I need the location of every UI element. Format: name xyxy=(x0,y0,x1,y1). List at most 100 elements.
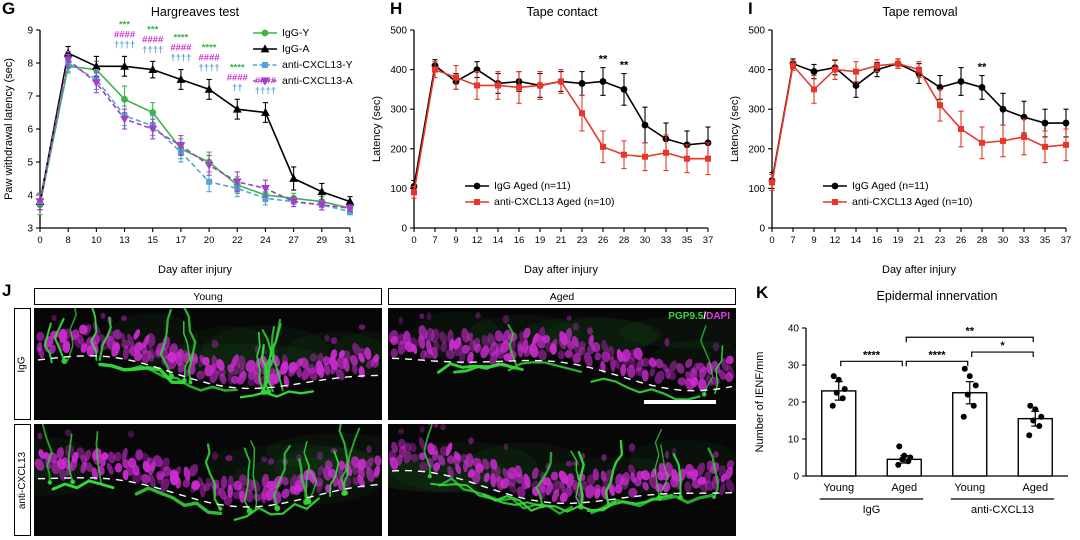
anti-cxcl13-aged-marker-icon xyxy=(465,198,489,205)
svg-text:200: 200 xyxy=(748,144,765,155)
svg-text:8: 8 xyxy=(27,59,33,70)
legend-item-anti-cxcl13-aged: anti-CXCL13 Aged (n=10) xyxy=(822,194,973,209)
tape-removal-legend: IgG Aged (n=11) anti-CXCL13 Aged (n=10) xyxy=(822,178,973,209)
anti-cxcl13-a-marker-icon xyxy=(253,77,277,86)
svg-text:24: 24 xyxy=(260,235,271,246)
svg-text:9: 9 xyxy=(27,26,33,37)
legend-label: anti-CXCL13 Aged (n=10) xyxy=(852,195,973,208)
svg-text:####: #### xyxy=(170,43,192,54)
row-header-anti-cxcl13: anti-CXCL13 xyxy=(14,424,31,536)
svg-text:9: 9 xyxy=(453,235,458,246)
svg-text:####: #### xyxy=(114,29,136,40)
svg-text:****: **** xyxy=(174,33,189,44)
column-header-aged: Aged xyxy=(388,288,736,305)
svg-text:####: #### xyxy=(199,53,221,64)
anti-cxcl13-aged-marker-icon xyxy=(823,198,847,205)
svg-text:Day after injury: Day after injury xyxy=(158,264,232,276)
panel-letter-h: H xyxy=(390,0,403,18)
svg-text:14: 14 xyxy=(493,235,504,246)
svg-text:17: 17 xyxy=(176,235,187,246)
svg-text:19: 19 xyxy=(535,235,546,246)
svg-text:*: * xyxy=(1000,340,1005,352)
tape-removal-title: Tape removal xyxy=(882,5,958,19)
svg-text:33: 33 xyxy=(1019,235,1030,246)
micro-image-igg-aged xyxy=(388,308,736,420)
column-header-young: Young xyxy=(34,288,382,305)
svg-text:††††: †††† xyxy=(255,86,276,97)
svg-text:33: 33 xyxy=(661,235,672,246)
svg-text:††††: †††† xyxy=(114,39,135,50)
svg-text:27: 27 xyxy=(288,235,299,246)
svg-text:7: 7 xyxy=(432,235,437,246)
svg-text:0: 0 xyxy=(759,224,765,235)
legend-item-igg-y: IgG-Y xyxy=(252,25,353,40)
column-header-label: Young xyxy=(193,290,223,303)
svg-text:***: *** xyxy=(147,24,158,35)
svg-text:22: 22 xyxy=(232,235,243,246)
svg-text:7: 7 xyxy=(27,92,33,103)
svg-text:10: 10 xyxy=(788,435,800,446)
svg-text:Day after injury: Day after injury xyxy=(524,264,598,276)
svg-text:††: †† xyxy=(232,82,243,93)
legend-item-anti-cxcl13-a: anti-CXCL13-A xyxy=(252,73,353,88)
svg-text:††††: †††† xyxy=(199,63,220,74)
svg-text:6: 6 xyxy=(27,125,33,136)
svg-text:35: 35 xyxy=(682,235,693,246)
svg-text:300: 300 xyxy=(390,105,407,116)
igg-aged-marker-icon xyxy=(465,182,489,189)
svg-text:30: 30 xyxy=(788,361,800,372)
svg-text:3: 3 xyxy=(27,224,33,235)
row-header-label: anti-CXCL13 xyxy=(17,451,29,509)
svg-text:**: ** xyxy=(599,54,608,66)
svg-text:19: 19 xyxy=(893,235,904,246)
svg-text:**: ** xyxy=(620,60,629,72)
svg-text:500: 500 xyxy=(390,26,407,37)
svg-text:**: ** xyxy=(978,62,987,74)
svg-text:Paw withdrawal latency (sec): Paw withdrawal latency (sec) xyxy=(3,58,15,200)
svg-text:0: 0 xyxy=(793,472,799,483)
panel-microscopy: J Young Aged IgG anti-CXCL13 PGP9.5/DAPI xyxy=(0,282,744,540)
panel-letter-k: K xyxy=(756,283,769,302)
tape-contact-title: Tape contact xyxy=(526,5,598,19)
hargreaves-title: Hargreaves test xyxy=(150,5,240,19)
igg-y-marker-icon xyxy=(253,29,277,36)
svg-text:20: 20 xyxy=(204,235,215,246)
svg-text:0: 0 xyxy=(401,224,407,235)
svg-text:anti-CXCL13: anti-CXCL13 xyxy=(971,504,1034,516)
hargreaves-legend: IgG-Y IgG-A anti-CXCL13-Y anti-CXCL13-A xyxy=(252,25,353,88)
panel-tape-removal: I Tape removal 0 100 200 300 400 500 0 7 9 12 14 16… xyxy=(726,0,1078,278)
svg-text:100: 100 xyxy=(390,184,407,195)
svg-text:####: #### xyxy=(142,34,164,45)
svg-text:30: 30 xyxy=(640,235,651,246)
svg-text:12: 12 xyxy=(830,235,841,246)
legend-item-igg-a: IgG-A xyxy=(252,41,353,56)
svg-text:Aged: Aged xyxy=(1022,482,1048,494)
legend-label: anti-CXCL13-A xyxy=(282,74,353,87)
svg-text:37: 37 xyxy=(1061,235,1072,246)
legend-item-igg-aged: IgG Aged (n=11) xyxy=(464,178,615,193)
micro-image-anti-cxcl13-young xyxy=(34,424,382,536)
panel-hargreaves: G Hargreaves test 3 4 5 6 7 8 9 0 8 10 13 15 17 20 22 2… xyxy=(0,0,362,278)
svg-text:9: 9 xyxy=(811,235,816,246)
svg-text:23: 23 xyxy=(577,235,588,246)
svg-text:0: 0 xyxy=(769,235,774,246)
svg-text:500: 500 xyxy=(748,26,765,37)
micro-image-igg-young xyxy=(34,308,382,420)
svg-text:4: 4 xyxy=(27,191,33,202)
svg-text:***: *** xyxy=(119,19,130,30)
legend-label: IgG Aged (n=11) xyxy=(494,179,571,192)
legend-label: IgG-A xyxy=(282,42,310,55)
panel-letter-i: I xyxy=(748,0,753,18)
igg-aged-marker-icon xyxy=(823,182,847,189)
svg-text:****: **** xyxy=(202,43,217,54)
svg-text:Young: Young xyxy=(823,482,854,494)
legend-label: IgG Aged (n=11) xyxy=(852,179,929,192)
svg-text:100: 100 xyxy=(748,184,765,195)
svg-text:8: 8 xyxy=(66,235,71,246)
epidermal-innervation-chart: 0 10 20 30 40 Number of IENF/mm Young Aged Young… xyxy=(754,324,1068,516)
svg-text:28: 28 xyxy=(977,235,988,246)
svg-text:††††: †††† xyxy=(170,53,191,64)
legend-label: anti-CXCL13 Aged (n=10) xyxy=(494,195,615,208)
svg-text:28: 28 xyxy=(619,235,630,246)
svg-text:29: 29 xyxy=(317,235,328,246)
